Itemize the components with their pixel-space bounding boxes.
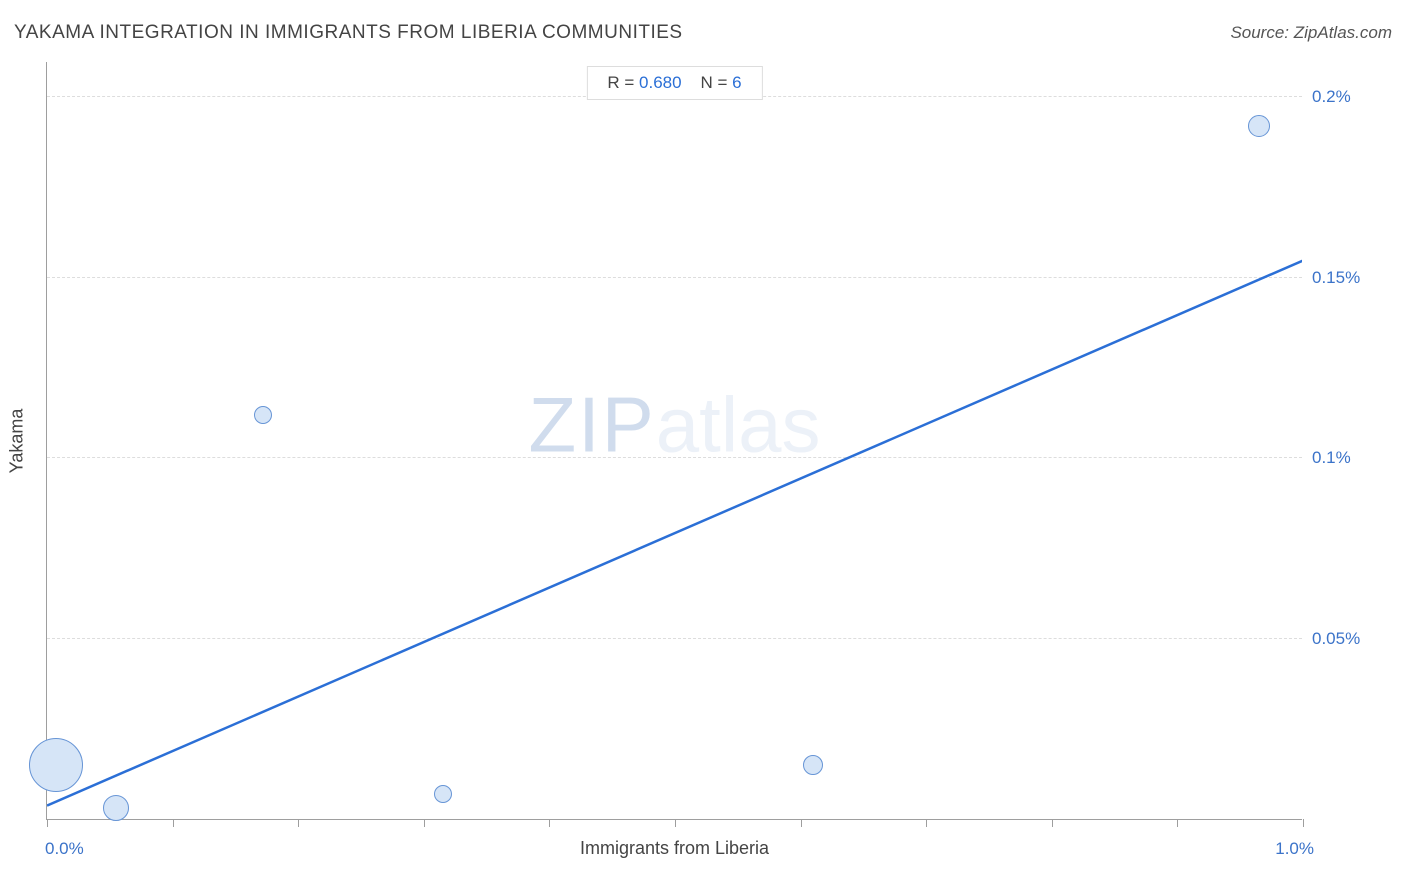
data-point — [254, 406, 272, 424]
x-tick — [1052, 819, 1053, 827]
header: YAKAMA INTEGRATION IN IMMIGRANTS FROM LI… — [14, 22, 1392, 44]
stats-box: R = 0.680 N = 6 — [586, 66, 762, 100]
data-point — [434, 785, 452, 803]
x-tick — [47, 819, 48, 827]
n-label: N = — [700, 73, 732, 92]
data-point — [803, 755, 823, 775]
y-tick-label: 0.2% — [1312, 87, 1384, 107]
scatter-chart: ZIPatlas 0.05%0.1%0.15%0.2% 0.0% 1.0% Im… — [46, 62, 1302, 820]
gridline — [47, 277, 1302, 278]
n-value: 6 — [732, 73, 741, 92]
x-tick — [926, 819, 927, 827]
data-point — [1248, 115, 1270, 137]
x-tick — [173, 819, 174, 827]
gridline — [47, 457, 1302, 458]
gridline — [47, 638, 1302, 639]
y-tick-label: 0.15% — [1312, 268, 1384, 288]
chart-title: YAKAMA INTEGRATION IN IMMIGRANTS FROM LI… — [14, 22, 683, 44]
watermark-zip: ZIP — [528, 381, 655, 469]
y-tick-label: 0.1% — [1312, 448, 1384, 468]
source-attribution: Source: ZipAtlas.com — [1230, 23, 1392, 43]
data-point — [103, 795, 129, 821]
r-value: 0.680 — [639, 73, 682, 92]
watermark-atlas: atlas — [656, 381, 821, 469]
y-tick-label: 0.05% — [1312, 629, 1384, 649]
x-tick — [424, 819, 425, 827]
x-axis-max-label: 1.0% — [1275, 839, 1314, 859]
x-tick — [1303, 819, 1304, 827]
x-axis-min-label: 0.0% — [45, 839, 84, 859]
y-axis-title: Yakama — [7, 408, 28, 473]
x-tick — [675, 819, 676, 827]
x-tick — [298, 819, 299, 827]
x-tick — [549, 819, 550, 827]
x-tick — [1177, 819, 1178, 827]
data-point — [29, 738, 83, 792]
trend-line — [47, 62, 1302, 819]
r-label: R = — [607, 73, 639, 92]
x-axis-title: Immigrants from Liberia — [580, 838, 769, 859]
x-tick — [801, 819, 802, 827]
